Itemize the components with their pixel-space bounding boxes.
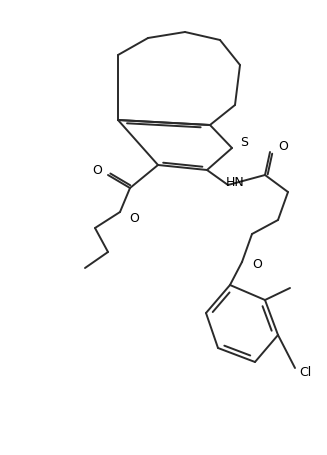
Text: O: O xyxy=(278,141,288,153)
Text: S: S xyxy=(240,136,248,148)
Text: O: O xyxy=(252,258,262,271)
Text: Cl: Cl xyxy=(299,365,311,379)
Text: O: O xyxy=(92,163,102,177)
Text: O: O xyxy=(129,212,139,224)
Text: HN: HN xyxy=(226,177,244,189)
